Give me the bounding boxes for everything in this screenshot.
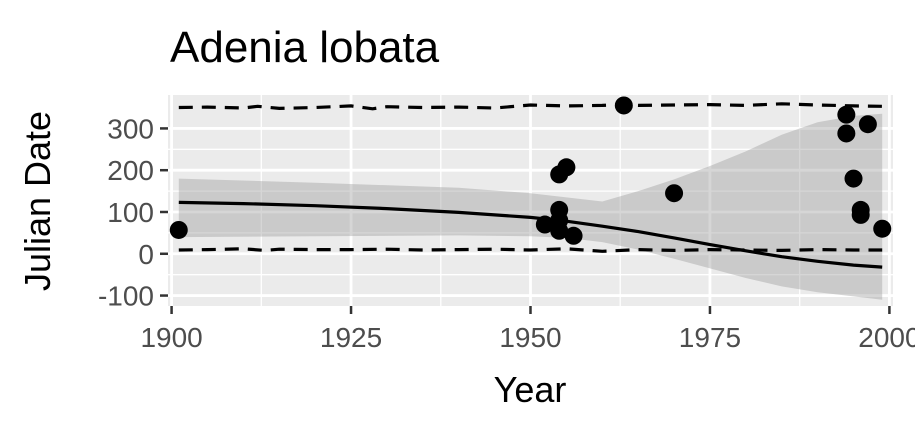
x-tick-label: 1950 (499, 322, 561, 353)
data-point (550, 200, 569, 219)
trend-line (178, 200, 883, 269)
data-point (535, 215, 554, 234)
data-points (169, 96, 892, 245)
data-point (837, 124, 856, 143)
x-tick-label: 1975 (679, 322, 741, 353)
data-point (837, 105, 856, 124)
data-point (873, 219, 892, 238)
confidence-band (178, 113, 883, 300)
data-point (851, 200, 870, 219)
data-point (557, 158, 576, 177)
major-grid (168, 95, 893, 306)
x-axis-title: Year (494, 369, 567, 410)
data-point (614, 96, 633, 115)
y-tick-label: 100 (107, 197, 154, 228)
x-tick-labels: 1900 1925 1950 1975 2000 (140, 322, 915, 353)
upper-dashed-line (178, 102, 883, 111)
axis-ticks (160, 127, 891, 314)
x-tick-label: 2000 (858, 322, 915, 353)
chart-title: Adenia lobata (170, 23, 440, 72)
x-tick-label: 1925 (320, 322, 382, 353)
data-point (858, 115, 877, 134)
y-tick-labels: -100 0 100 200 300 (98, 113, 154, 311)
y-tick-label: -100 (98, 281, 154, 312)
data-point (169, 220, 188, 239)
data-point (844, 169, 863, 188)
y-axis-title: Julian Date (17, 111, 58, 291)
x-tick-label: 1900 (140, 322, 202, 353)
y-tick-label: 0 (138, 239, 154, 270)
data-point (665, 184, 684, 203)
y-tick-label: 300 (107, 113, 154, 144)
lower-dashed-line (178, 247, 883, 253)
y-tick-label: 200 (107, 155, 154, 186)
data-point (564, 226, 583, 245)
